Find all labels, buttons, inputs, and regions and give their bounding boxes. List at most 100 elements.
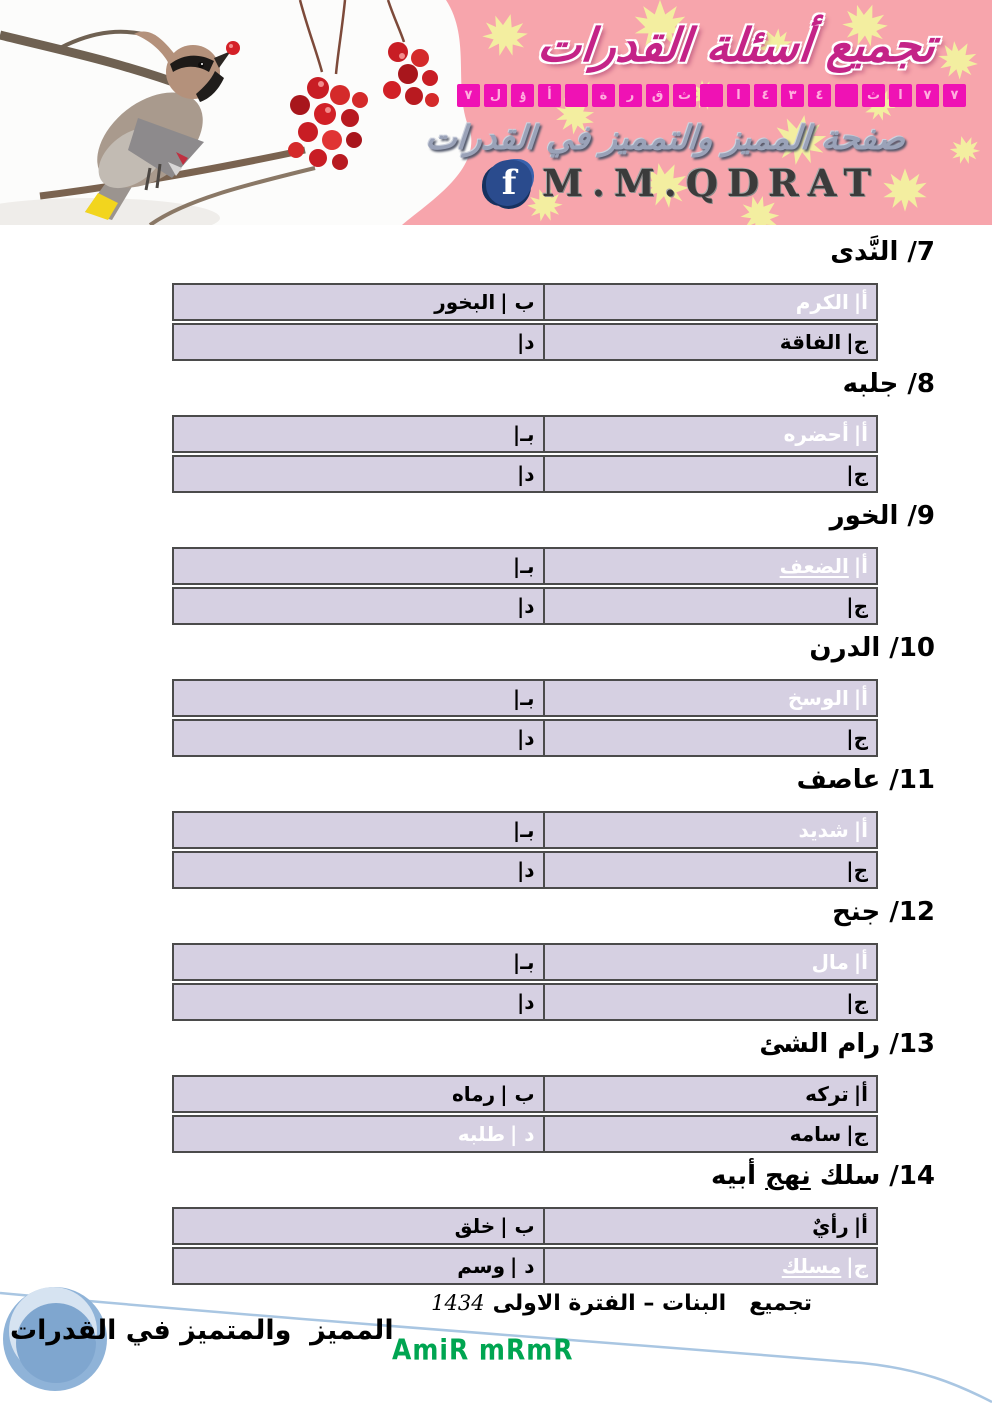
glyph-square: ٧ bbox=[916, 84, 939, 107]
options-table: أ|شديد بـ| ج| د| bbox=[172, 811, 878, 889]
option-d: د| bbox=[174, 589, 543, 623]
options-row: ج| د| bbox=[172, 851, 878, 889]
options-row: ج|سامه د |طلبه bbox=[172, 1115, 878, 1153]
options-row: ج|مسلك د |وسم bbox=[172, 1247, 878, 1285]
question-7: 7/ النَّدى أ|الكرم ب |البخور ج|الفاقة د| bbox=[0, 235, 992, 361]
glyph-square bbox=[565, 84, 588, 107]
option-b: بـ| bbox=[174, 549, 543, 583]
glyph-square: ٧ bbox=[943, 84, 966, 107]
glyph-square bbox=[700, 84, 723, 107]
question-title: 8/ جلبه bbox=[842, 369, 935, 399]
option-label: أ| bbox=[853, 1082, 868, 1106]
page-number-badge bbox=[3, 1287, 107, 1391]
options-table: أ|رأيٌ ب |خلق ج|مسلك د |وسم bbox=[172, 1207, 878, 1285]
option-c: ج| bbox=[542, 853, 876, 887]
option-label: بـ| bbox=[512, 686, 535, 710]
footer-brand-line: المميز والمتميز في القدرات bbox=[10, 1315, 394, 1346]
option-label: بـ| bbox=[512, 950, 535, 974]
bird-photo bbox=[0, 0, 472, 225]
option-label: ج| bbox=[846, 1122, 868, 1146]
question-9: 9/ الخور أ|الضعف بـ| ج| د| bbox=[0, 499, 992, 625]
option-d: د |وسم bbox=[457, 1254, 535, 1278]
option-label: ج| bbox=[846, 726, 868, 750]
banner-title: تجميع أسئلة القدرات bbox=[535, 18, 938, 72]
option-b: بـ| bbox=[174, 945, 543, 979]
option-label: بـ| bbox=[512, 554, 535, 578]
perch-branch bbox=[39, 146, 306, 200]
option-label: ج| bbox=[846, 462, 868, 486]
options-row: أ|الوسخ بـ| bbox=[172, 679, 878, 717]
option-label: ب | bbox=[500, 290, 535, 314]
option-label: ب | bbox=[500, 1214, 535, 1238]
option-label: أ| bbox=[853, 554, 868, 578]
berry-cluster bbox=[383, 42, 439, 107]
branch bbox=[0, 30, 192, 93]
questions-area: 7/ النَّدى أ|الكرم ب |البخور ج|الفاقة د|… bbox=[0, 225, 992, 1285]
question-title: 7/ النَّدى bbox=[830, 237, 935, 267]
page-footer: 31 تجميع البنات – الفترة الاولى1434 المم… bbox=[0, 1285, 992, 1403]
option-d: د| bbox=[174, 853, 543, 887]
option-a: أ|الوسخ bbox=[542, 681, 876, 715]
option-d: د| bbox=[174, 457, 543, 491]
option-d: د| bbox=[174, 721, 543, 755]
option-c: ج| bbox=[542, 457, 876, 491]
option-a: أ|تركه bbox=[542, 1077, 876, 1111]
option-a: أ|الكرم bbox=[542, 285, 876, 319]
options-row: ج| د| bbox=[172, 587, 878, 625]
options-row: أ|تركه ب |رماه bbox=[172, 1075, 878, 1113]
option-b: بـ| bbox=[174, 417, 543, 451]
glyph-square: ر bbox=[619, 84, 642, 107]
options-table: أ|تركه ب |رماه ج|سامه د |طلبه bbox=[172, 1075, 878, 1153]
wing bbox=[128, 118, 204, 178]
option-b: ب |رماه bbox=[451, 1082, 535, 1106]
option-label: بـ| bbox=[512, 422, 535, 446]
option-label: بـ| bbox=[512, 818, 535, 842]
glyph-square: ا bbox=[889, 84, 912, 107]
option-label: د | bbox=[510, 1122, 535, 1146]
legs bbox=[144, 163, 162, 191]
banner: تجميع أسئلة القدرات ٧ ل ۉ أ ة ر ق ث ا ٤ … bbox=[0, 0, 992, 225]
option-label: أ| bbox=[853, 818, 868, 842]
glyph-square: ۉ bbox=[511, 84, 534, 107]
option-label: أ| bbox=[853, 422, 868, 446]
option-c: ج|مسلك bbox=[542, 1249, 876, 1283]
option-b: ب |خلق bbox=[454, 1214, 535, 1238]
eye-mask bbox=[170, 55, 214, 72]
question-title: 12/ جنح bbox=[832, 897, 935, 927]
option-c: ج| bbox=[542, 589, 876, 623]
option-b: بـ| bbox=[174, 681, 543, 715]
glyph-square: ا bbox=[727, 84, 750, 107]
option-label: د| bbox=[516, 330, 535, 354]
option-label: د | bbox=[510, 1254, 535, 1278]
option-a: أ|مال bbox=[542, 945, 876, 979]
option-d: د| bbox=[174, 325, 543, 359]
option-d: د| bbox=[174, 985, 543, 1019]
question-8: 8/ جلبه أ|أحضره بـ| ج| د| bbox=[0, 367, 992, 493]
option-a: أ|رأيٌ bbox=[542, 1209, 876, 1243]
options-table: أ|مال بـ| ج| د| bbox=[172, 943, 878, 1021]
footer-collection-line: تجميع البنات – الفترة الاولى1434 bbox=[431, 1291, 812, 1316]
option-label: أ| bbox=[853, 1214, 868, 1238]
decorative-glyph-strip: ٧ ل ۉ أ ة ر ق ث ا ٤ ٣ ٤ ث ا ٧ ٧ bbox=[457, 84, 966, 107]
question-14: 14/ سلك نهج أبيه أ|رأيٌ ب |خلق ج|مسلك د … bbox=[0, 1159, 992, 1285]
glyph-square: ٧ bbox=[457, 84, 480, 107]
options-table: أ|الوسخ بـ| ج| د| bbox=[172, 679, 878, 757]
option-label: ج| bbox=[846, 990, 868, 1014]
facebook-page-name: M.M.QDRAT bbox=[542, 161, 880, 205]
tail-yellow-tip bbox=[85, 193, 118, 220]
glyph-square: ٤ bbox=[754, 84, 777, 107]
berry-in-beak bbox=[226, 41, 240, 55]
glyph-square: ٤ bbox=[808, 84, 831, 107]
option-label: أ| bbox=[853, 950, 868, 974]
question-title: 13/ رام الشئ bbox=[759, 1029, 935, 1059]
glyph-square: ٣ bbox=[781, 84, 804, 107]
option-label: ب | bbox=[500, 1082, 535, 1106]
option-label: أ| bbox=[853, 290, 868, 314]
option-c: ج| bbox=[542, 985, 876, 1019]
option-b: بـ| bbox=[174, 813, 543, 847]
options-table: أ|الضعف بـ| ج| د| bbox=[172, 547, 878, 625]
question-title: 11/ عاصف bbox=[796, 765, 935, 795]
glyph-square: ل bbox=[484, 84, 507, 107]
option-label: د| bbox=[516, 462, 535, 486]
option-a: أ|شديد bbox=[542, 813, 876, 847]
